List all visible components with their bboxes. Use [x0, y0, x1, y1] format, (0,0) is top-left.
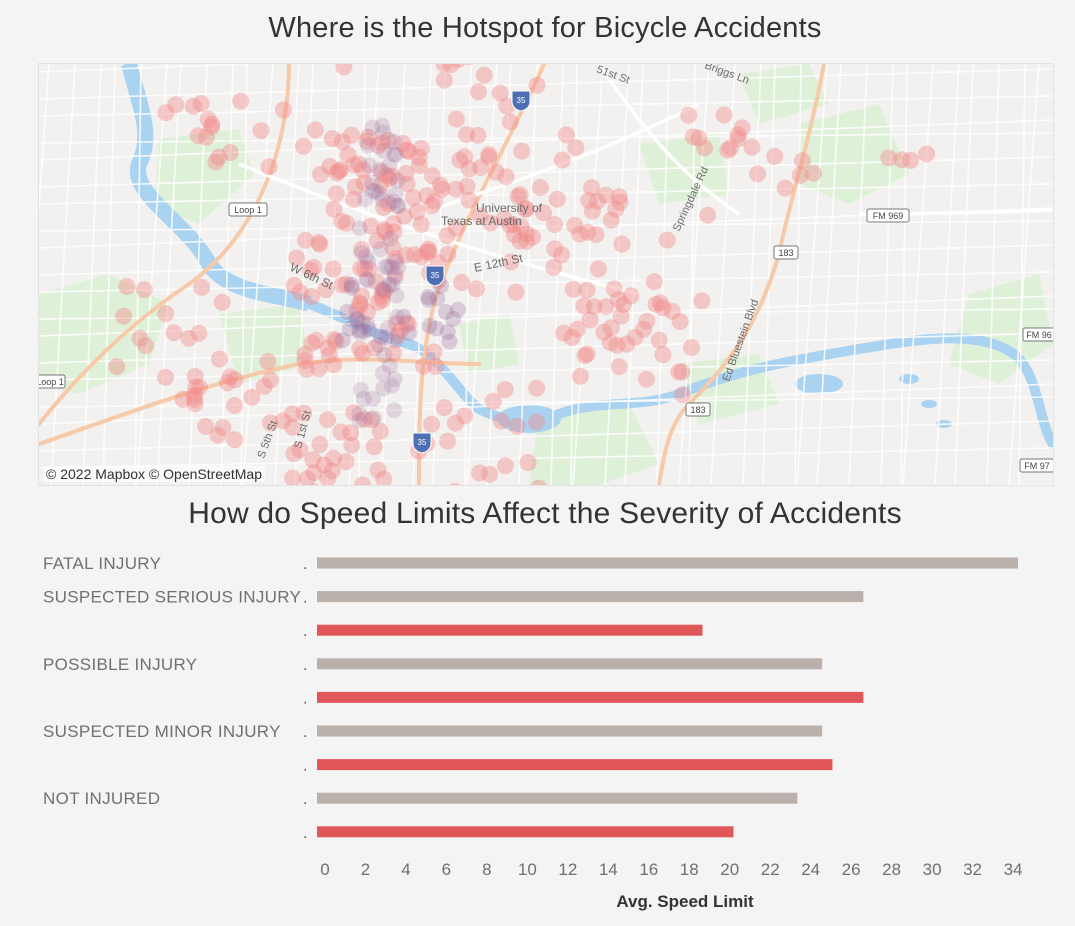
x-tick-label: 20 [720, 860, 739, 879]
map-label-briggs: Briggs Ln [703, 64, 751, 87]
fm96-shield: FM 96 [1022, 327, 1053, 342]
map-road-shields: Loop 1 Loop 1 FM 969 FM 96 FM 97 35 35 35 183 183 [39, 90, 1053, 473]
row-sub-label: . [303, 657, 307, 674]
x-tick-label: 2 [361, 860, 370, 879]
x-tick-label: 30 [923, 860, 942, 879]
category-label: SUSPECTED SERIOUS INJURY [43, 588, 301, 607]
category-label: SUSPECTED MINOR INJURY [43, 722, 281, 741]
speed-limit-bar-chart: 0 2 4 6 8 10 12 14 16 18 20 22 24 26 28 30 32 34 Avg. Spe… [43, 554, 1022, 911]
svg-text:183: 183 [690, 405, 705, 415]
category-label: FATAL INJURY [43, 554, 161, 573]
x-tick-label: 26 [842, 860, 861, 879]
us183-shield-south: 183 [685, 402, 711, 417]
loop1-shield-south: Loop 1 [39, 374, 66, 389]
map-label-university: University of [476, 201, 543, 215]
bar[interactable] [317, 591, 864, 603]
bar[interactable] [317, 792, 798, 804]
i35-shield-center: 35 [425, 265, 445, 287]
i35-shield-north: 35 [511, 90, 531, 112]
row-sub-label: . [303, 791, 307, 808]
x-tick-label: 24 [801, 860, 820, 879]
bar[interactable] [317, 691, 864, 703]
map-water [121, 64, 1053, 449]
bar[interactable] [317, 759, 833, 771]
row-sub-label: . [303, 623, 307, 640]
loop1-shield-north: Loop 1 [228, 202, 268, 217]
row-sub-label: . [303, 724, 307, 741]
x-tick-label: 34 [1004, 860, 1023, 879]
svg-text:FM 96: FM 96 [1026, 330, 1052, 340]
x-tick-label: 16 [639, 860, 658, 879]
svg-text:35: 35 [517, 96, 526, 105]
accident-heat-map[interactable]: University of Texas at Austin E 12th St W 6… [38, 63, 1054, 486]
row-sub-label: . [303, 825, 307, 842]
svg-text:35: 35 [431, 271, 440, 280]
x-tick-label: 18 [680, 860, 699, 879]
category-label: NOT INJURED [43, 789, 160, 808]
chart-bars [317, 557, 1018, 838]
bar[interactable] [317, 826, 734, 838]
fm97-shield: FM 97 [1019, 458, 1053, 473]
category-label: POSSIBLE INJURY [43, 655, 197, 674]
svg-text:FM 97: FM 97 [1024, 461, 1050, 471]
bar[interactable] [317, 557, 1018, 569]
map-highways [39, 64, 1053, 485]
svg-text:35: 35 [418, 438, 427, 447]
row-sub-label: . [303, 690, 307, 707]
chart-title: How do Speed Limits Affect the Severity … [188, 497, 902, 530]
x-tick-label: 0 [320, 860, 329, 879]
map-roads [39, 64, 1053, 485]
bar[interactable] [317, 624, 703, 636]
map-title: Where is the Hotspot for Bicycle Acciden… [268, 12, 822, 44]
x-axis-ticks: 0 2 4 6 8 10 12 14 16 18 20 22 24 26 28 30 32 34 [320, 860, 1022, 879]
fm969-shield: FM 969 [866, 208, 910, 223]
row-sub-label: . [303, 758, 307, 775]
x-tick-label: 10 [518, 860, 537, 879]
x-axis-title: Avg. Speed Limit [616, 892, 754, 911]
x-tick-label: 8 [482, 860, 491, 879]
svg-text:183: 183 [778, 248, 793, 258]
x-tick-label: 6 [442, 860, 451, 879]
us183-shield-north: 183 [773, 245, 799, 260]
x-tick-label: 32 [963, 860, 982, 879]
svg-text:Loop 1: Loop 1 [39, 377, 64, 387]
svg-text:Loop 1: Loop 1 [234, 205, 262, 215]
row-sub-label: . [303, 590, 307, 607]
x-tick-label: 4 [401, 860, 410, 879]
bar[interactable] [317, 658, 823, 670]
x-tick-label: 22 [761, 860, 780, 879]
x-tick-label: 28 [882, 860, 901, 879]
row-sub-label: . [303, 556, 307, 573]
x-tick-label: 14 [599, 860, 618, 879]
x-tick-label: 12 [558, 860, 577, 879]
bar[interactable] [317, 725, 823, 737]
svg-text:FM 969: FM 969 [873, 211, 904, 221]
i35-shield-south: 35 [412, 432, 432, 454]
map-label-texas: Texas at Austin [441, 214, 522, 228]
map-attribution[interactable]: © 2022 Mapbox © OpenStreetMap [43, 466, 265, 482]
